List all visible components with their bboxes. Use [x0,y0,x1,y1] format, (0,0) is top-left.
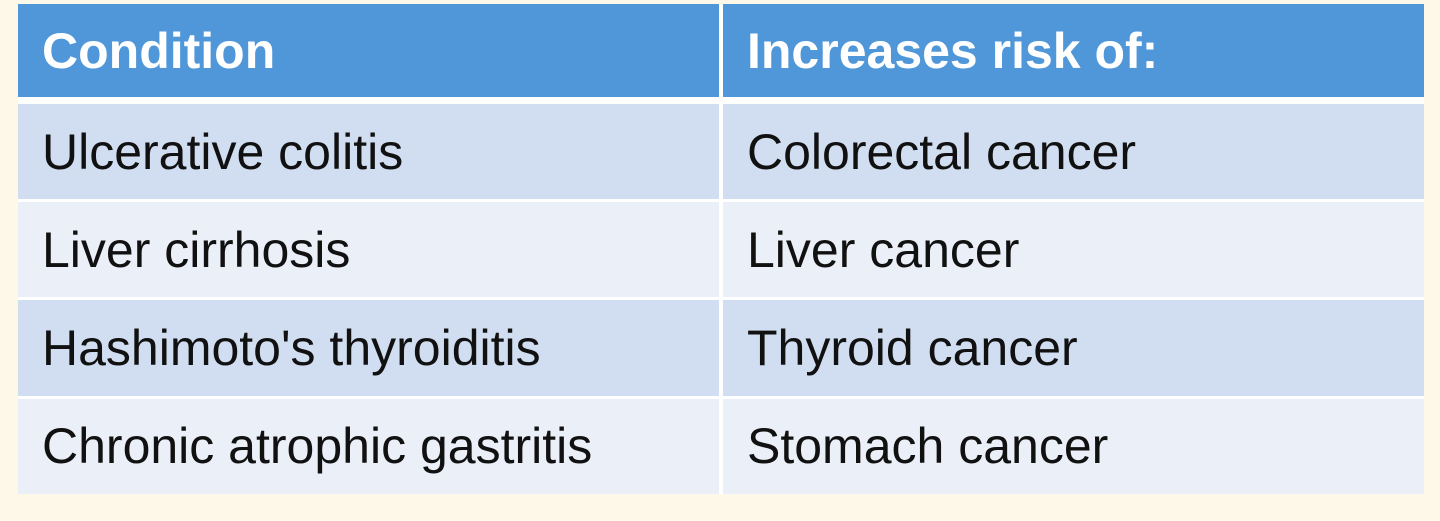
condition-cell: Chronic atrophic gastritis [18,397,721,494]
condition-cell: Ulcerative colitis [18,100,721,203]
risk-cell: Thyroid cancer [719,298,1424,399]
risk-cell: Liver cancer [719,200,1424,301]
table-row: Chronic atrophic gastritis Stomach cance… [18,397,1424,494]
condition-cell: Hashimoto's thyroiditis [18,298,721,399]
table-row: Hashimoto's thyroiditis Thyroid cancer [18,298,1424,399]
condition-cell: Liver cirrhosis [18,200,721,301]
header-condition: Condition [18,4,721,104]
table-row: Ulcerative colitis Colorectal cancer [18,100,1424,203]
risk-cell: Stomach cancer [719,397,1424,494]
header-increases-risk-of: Increases risk of: [719,4,1424,104]
table-header-row: Condition Increases risk of: [18,4,1424,104]
condition-risk-table: Condition Increases risk of: Ulcerative … [18,4,1424,494]
table-row: Liver cirrhosis Liver cancer [18,200,1424,301]
risk-cell: Colorectal cancer [719,100,1424,203]
condition-risk-table-container: Condition Increases risk of: Ulcerative … [18,4,1424,494]
